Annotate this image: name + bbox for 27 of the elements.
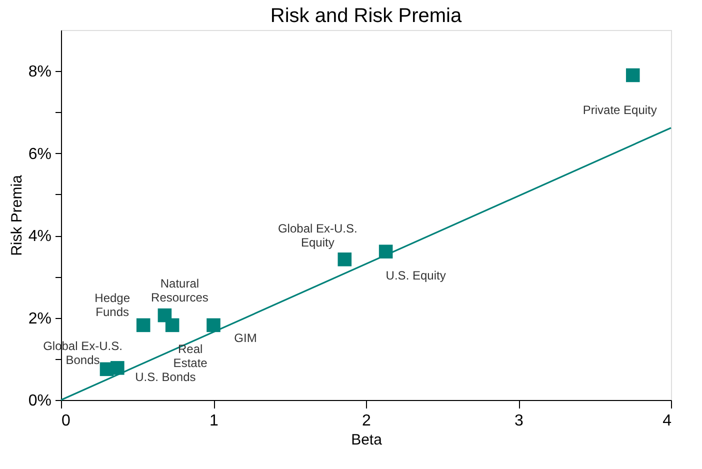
annotation: Hedge Funds xyxy=(94,291,130,320)
x-tick-label: 0 xyxy=(62,412,70,430)
y-tick-label: 6% xyxy=(28,146,52,163)
annotation: Natural Resources xyxy=(151,276,208,304)
x-tick-label: 2 xyxy=(362,412,372,430)
annotation: Real Estate xyxy=(173,342,208,370)
annotation: Global Ex-U.S. Equity xyxy=(278,221,358,250)
point xyxy=(338,252,352,266)
y-tick-label: 8% xyxy=(28,64,52,81)
x-tick-label: 3 xyxy=(514,412,524,430)
y-tick-label: 0% xyxy=(28,392,52,410)
x-axis-title: Beta xyxy=(351,432,383,448)
chart-title: Risk and Risk Premia xyxy=(270,5,462,27)
x-tick-label: 1 xyxy=(210,412,219,430)
annotation: U.S. Bonds xyxy=(135,370,196,384)
y-tick-label: 2% xyxy=(28,310,52,328)
y-tick-label: 4% xyxy=(28,228,52,246)
annotation: GIM xyxy=(234,331,257,346)
point xyxy=(206,318,220,332)
point xyxy=(136,318,150,332)
annotation: Private Equity xyxy=(582,103,657,118)
point xyxy=(165,318,180,332)
point xyxy=(626,68,640,82)
y-axis-title: Risk Premia xyxy=(8,174,26,256)
x-tick-label: 4 xyxy=(662,412,672,430)
point xyxy=(110,361,124,375)
annotation: U.S. Equity xyxy=(386,268,446,283)
